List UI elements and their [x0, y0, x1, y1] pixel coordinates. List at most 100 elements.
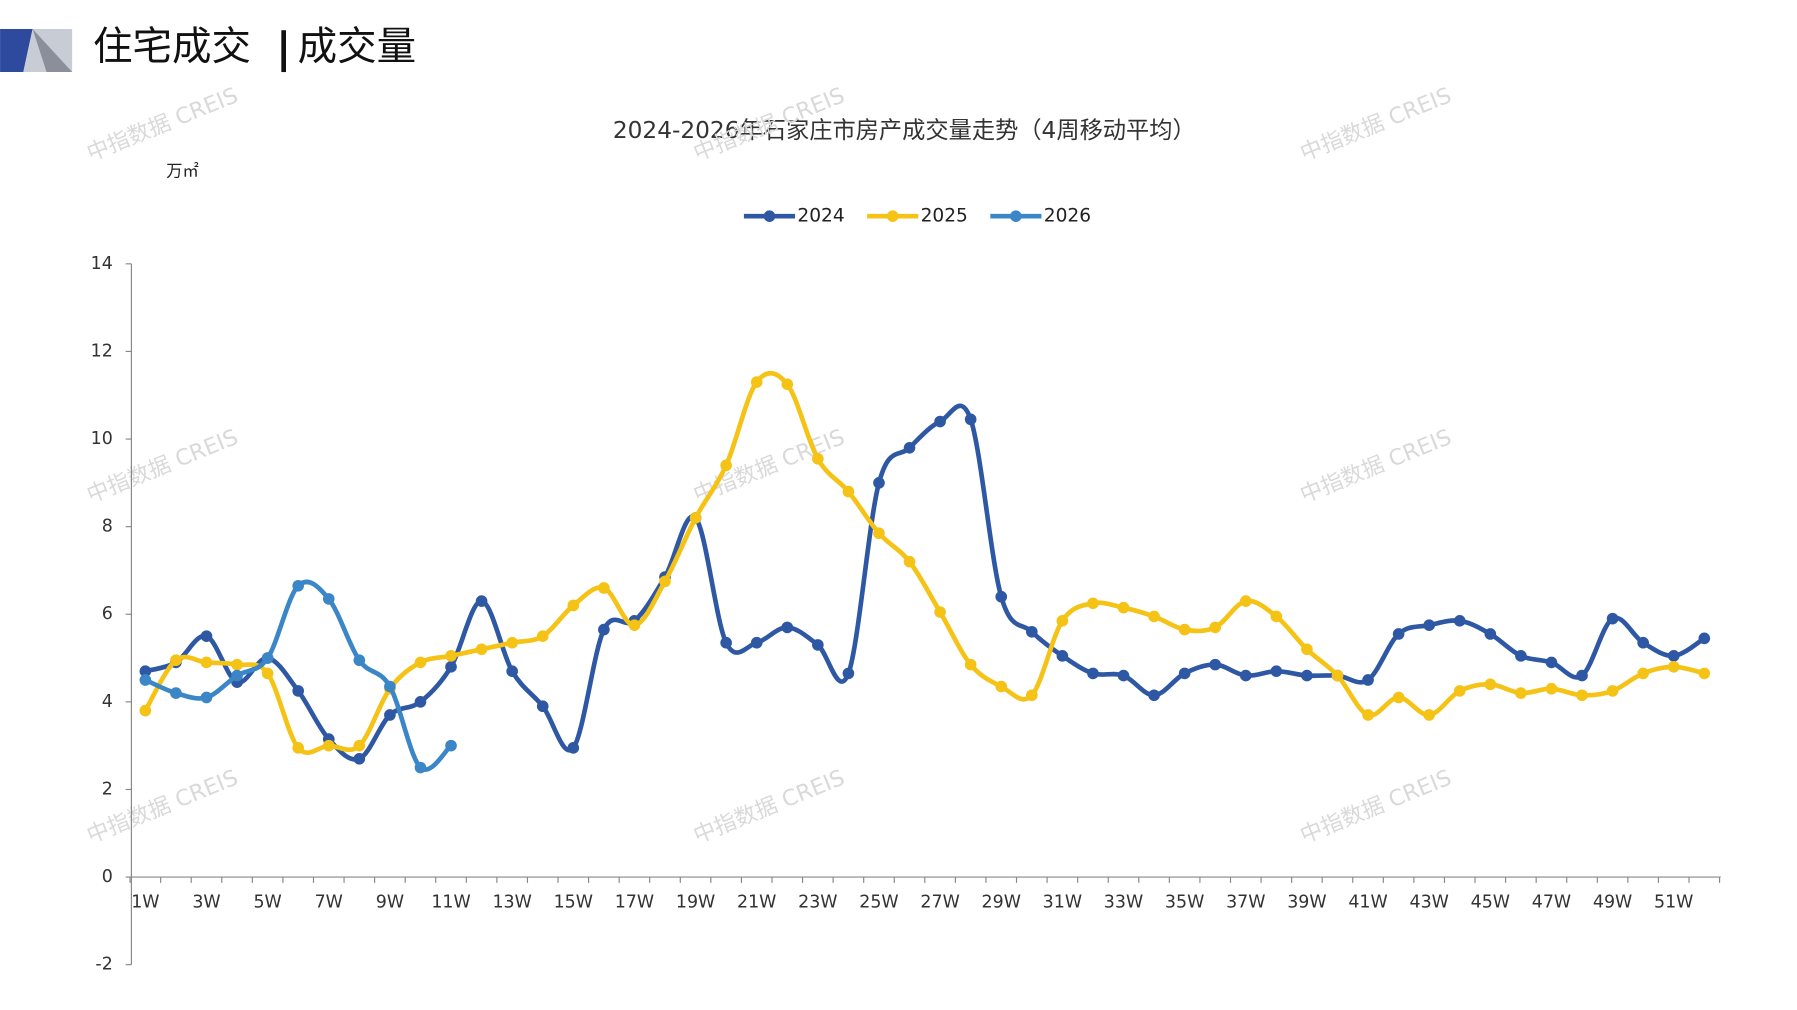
- point: [934, 415, 946, 428]
- point: [414, 761, 427, 774]
- point: [903, 441, 916, 454]
- point: [964, 658, 977, 671]
- point: [139, 704, 152, 717]
- point: [414, 696, 427, 708]
- y-tick-label: 0: [102, 867, 113, 887]
- point: [781, 378, 794, 391]
- point: [1392, 691, 1405, 704]
- point: [1301, 669, 1313, 682]
- line: [143, 371, 1705, 755]
- point: [1453, 615, 1466, 627]
- point: [292, 742, 305, 754]
- x-tick-label: 51W: [1654, 893, 1693, 913]
- point: [995, 680, 1008, 693]
- point: [1056, 650, 1069, 662]
- point: [170, 654, 182, 667]
- point: [1423, 619, 1435, 632]
- legend-label: 2024: [797, 206, 844, 227]
- point: [1239, 669, 1252, 682]
- x-tick-label: 37W: [1226, 893, 1265, 913]
- y-axis-label: 万㎡: [166, 162, 199, 181]
- point: [934, 606, 946, 618]
- point: [1331, 669, 1344, 682]
- point: [1270, 610, 1283, 623]
- point: [1148, 689, 1160, 702]
- point: [659, 575, 671, 588]
- point: [1698, 667, 1711, 680]
- point: [1515, 687, 1527, 699]
- point: [964, 413, 977, 426]
- point: [1515, 650, 1527, 662]
- point: [812, 639, 824, 651]
- point: [1698, 632, 1711, 645]
- point: [842, 485, 855, 498]
- point: [1667, 650, 1680, 662]
- y-tick-label: 2: [102, 779, 113, 799]
- point: [1606, 612, 1619, 625]
- logo-dark: [32, 29, 73, 73]
- point: [1087, 597, 1099, 610]
- y-tick-label: 4: [102, 692, 113, 712]
- line: [144, 579, 453, 772]
- x-tick-label: 7W: [315, 893, 343, 913]
- point: [231, 669, 243, 682]
- point: [1453, 685, 1466, 697]
- logo-blue: [0, 29, 33, 73]
- point: [1209, 621, 1222, 634]
- point: [200, 691, 213, 704]
- point: [292, 579, 305, 592]
- header-divider: [281, 30, 286, 73]
- point: [414, 656, 427, 669]
- point: [1667, 661, 1680, 673]
- point: [1301, 643, 1313, 656]
- point: [567, 742, 580, 754]
- point: [1606, 685, 1619, 697]
- watermark: 中指数据 CREIS: [83, 766, 241, 849]
- point: [567, 599, 580, 612]
- x-tick-label: 43W: [1409, 893, 1448, 913]
- point: [598, 582, 610, 594]
- x-tick-label: 19W: [676, 893, 715, 913]
- x-tick-label: 35W: [1165, 893, 1204, 913]
- point: [475, 595, 488, 607]
- point: [322, 739, 335, 752]
- point: [353, 654, 366, 667]
- point: [1545, 682, 1558, 695]
- point: [353, 752, 366, 765]
- x-tick-label: 1W: [131, 893, 159, 913]
- point: [1423, 709, 1435, 721]
- point: [200, 656, 213, 669]
- point: [995, 590, 1008, 603]
- point: [353, 739, 366, 752]
- x-tick-label: 29W: [982, 893, 1021, 913]
- point: [873, 477, 885, 489]
- point: [873, 527, 885, 540]
- x-tick-label: 5W: [253, 893, 281, 913]
- y-tick-label: 6: [102, 604, 113, 624]
- point: [536, 630, 549, 642]
- series-2: [139, 579, 457, 774]
- header-subtitle: 成交量: [298, 25, 417, 69]
- point: [445, 650, 457, 662]
- point: [1239, 595, 1252, 607]
- point: [1484, 678, 1497, 691]
- point: [1362, 709, 1374, 721]
- point: [170, 687, 182, 699]
- point: [1178, 667, 1191, 680]
- point: [1484, 628, 1497, 640]
- y-tick-label: 12: [91, 341, 113, 361]
- x-tick-label: 41W: [1348, 893, 1387, 913]
- point: [1117, 601, 1130, 614]
- x-tick-label: 27W: [920, 893, 959, 913]
- point: [1087, 667, 1099, 680]
- point: [598, 623, 610, 636]
- point: [1362, 674, 1374, 686]
- point: [200, 630, 213, 642]
- x-tick-label: 31W: [1043, 893, 1082, 913]
- y-tick-label: 14: [91, 254, 113, 274]
- legend-label: 2025: [921, 206, 968, 227]
- point: [842, 667, 855, 680]
- watermark: 中指数据 CREIS: [1297, 83, 1455, 166]
- point: [292, 685, 305, 697]
